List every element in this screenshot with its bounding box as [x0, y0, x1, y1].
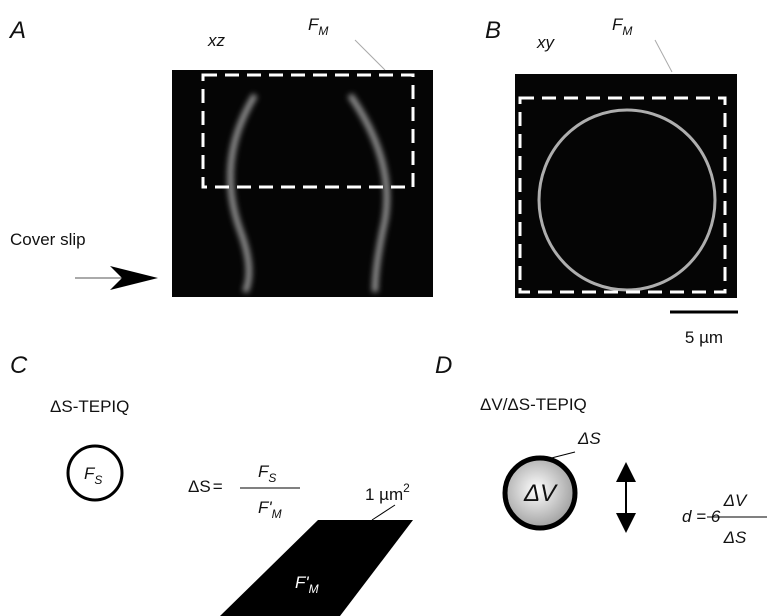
den-main: F'	[258, 498, 272, 517]
panel-label: C	[10, 352, 28, 379]
panel-label: A	[8, 17, 26, 44]
denominator: ΔS	[723, 528, 747, 547]
equation-lhs: ΔS=	[188, 477, 223, 496]
panel-title: ΔV/ΔS-TEPIQ	[480, 395, 587, 414]
membrane-main: F'	[295, 573, 309, 592]
panel-title: ΔS-TEPIQ	[50, 397, 129, 416]
view-label: xy	[536, 33, 556, 52]
roi-sub: M	[318, 24, 328, 38]
xz-image	[172, 70, 433, 297]
annotation: Cover slip	[10, 230, 86, 249]
area-sup: 2	[403, 481, 410, 495]
membrane-patch	[220, 520, 413, 616]
roi-label: FM	[612, 15, 632, 38]
leader	[355, 40, 385, 70]
surface-label: ΔS	[577, 429, 601, 448]
membrane-sub: M	[309, 582, 319, 596]
den-sub: M	[272, 507, 282, 521]
double-arrow	[616, 462, 636, 533]
area-main: 1 µm	[365, 485, 403, 504]
roi-label: FM	[308, 15, 328, 38]
area-label: 1 µm2	[365, 481, 410, 504]
panel-label: D	[435, 352, 452, 379]
numerator: ΔV	[723, 491, 748, 510]
denominator: F'M	[258, 498, 282, 521]
lhs: ΔS	[188, 477, 211, 496]
xy-image	[515, 74, 737, 298]
panel-label: B	[485, 17, 501, 44]
eq: =	[213, 477, 223, 496]
num-sub: S	[268, 471, 276, 485]
leader	[655, 40, 672, 72]
leader	[372, 505, 395, 520]
view-label: xz	[207, 31, 226, 50]
roi-sub: M	[622, 24, 632, 38]
scale-label: 5 µm	[685, 328, 723, 347]
figure: A xz FM Cover slip B xy FM 5 µm C ΔS-TEP…	[0, 0, 767, 616]
numerator: FS	[258, 462, 276, 485]
volume-label: ΔV	[523, 480, 558, 507]
spot-sub: S	[94, 473, 102, 487]
